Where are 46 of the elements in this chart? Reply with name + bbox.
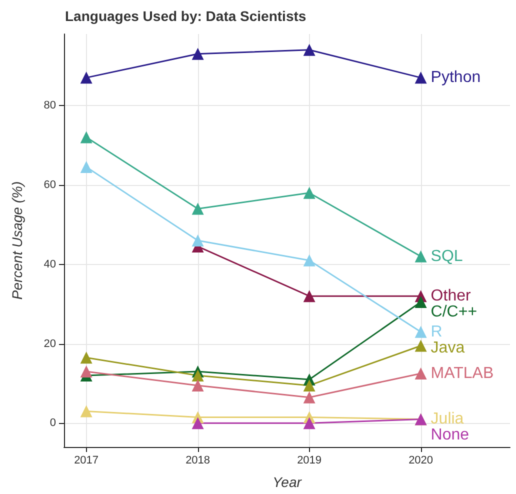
y-tick-label: 0 (50, 417, 56, 430)
point (192, 234, 204, 246)
point (414, 72, 427, 84)
point (303, 417, 316, 430)
point (80, 72, 92, 84)
x-tick-label: 2018 (186, 454, 210, 466)
point (414, 340, 427, 352)
x-axis-title: Year (272, 474, 303, 490)
point (192, 417, 204, 430)
point (414, 296, 427, 308)
point (414, 250, 427, 262)
point (192, 379, 204, 392)
point (80, 366, 92, 378)
point (303, 186, 316, 199)
point (414, 326, 427, 338)
point (303, 379, 316, 392)
series-label: MATLAB (430, 365, 494, 382)
point (303, 254, 316, 266)
series-label: Python (430, 69, 481, 86)
point (80, 161, 92, 174)
y-tick-label: 80 (44, 99, 56, 112)
y-tick-label: 60 (44, 178, 56, 191)
point (192, 48, 204, 60)
point (303, 290, 316, 302)
point (303, 44, 316, 56)
point (303, 391, 316, 404)
series-label: None (430, 426, 470, 444)
series-label: Other (430, 288, 472, 305)
y-tick-label: 40 (44, 258, 56, 270)
point (192, 370, 204, 382)
x-tick-label: 2020 (408, 454, 434, 466)
series-label: Java (430, 339, 465, 356)
x-tick-label: 2017 (74, 454, 99, 466)
y-axis-title: Percent Usage (%) (9, 181, 25, 300)
x-tick-label: 2019 (297, 454, 322, 466)
chart-title: Languages Used by: Data Scientists (65, 8, 306, 24)
point (80, 352, 92, 364)
series-label: Julia (430, 410, 464, 428)
series-label: SQL (430, 248, 463, 265)
point (192, 202, 204, 215)
point (414, 368, 427, 380)
y-tick-label: 20 (44, 338, 56, 350)
series-label: R (430, 323, 442, 340)
series-label: C/C++ (430, 304, 478, 321)
point (80, 405, 92, 418)
point (80, 131, 92, 144)
